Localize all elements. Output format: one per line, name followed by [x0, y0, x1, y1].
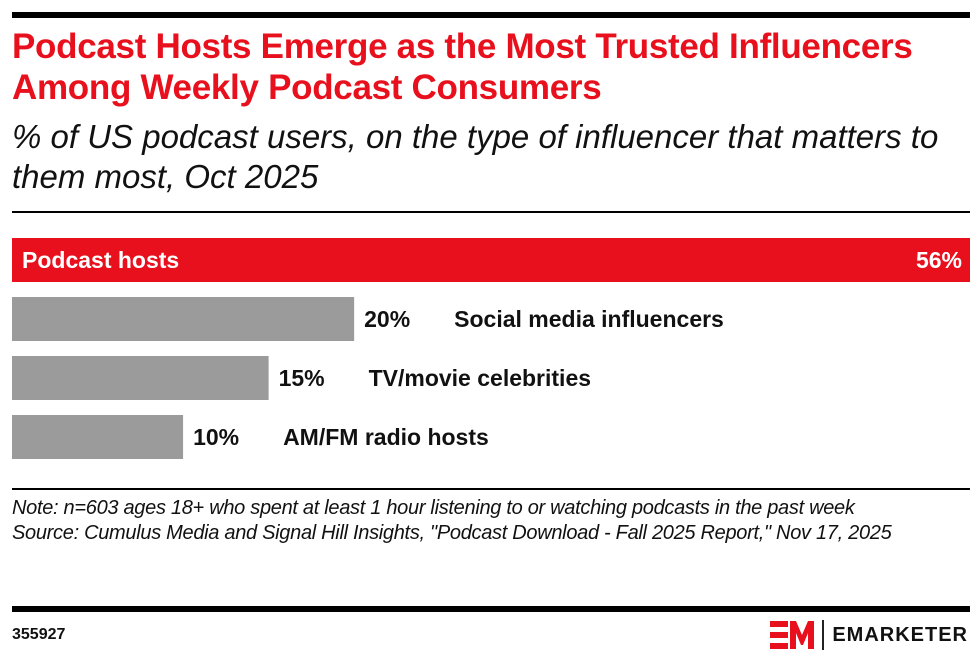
category-label-2: TV/movie celebrities [369, 365, 591, 391]
chart-title: Podcast Hosts Emerge as the Most Trusted… [12, 27, 913, 107]
chart-id: 355927 [12, 626, 66, 643]
header-divider [12, 211, 970, 213]
bar-chart: Podcast hosts 56% 20% Social media influenc… [12, 238, 970, 459]
category-label-0: Podcast hosts [22, 247, 179, 273]
value-label-3: 10% [193, 424, 239, 450]
top-rule [12, 12, 970, 18]
bar-3 [12, 415, 184, 459]
value-label-2: 15% [279, 365, 325, 391]
bar-2 [12, 356, 269, 400]
category-label-1: Social media influencers [454, 306, 724, 332]
bar-1 [12, 297, 355, 341]
logo-separator [822, 620, 825, 650]
footnote: Note: n=603 ages 18+ who spent at least … [12, 496, 970, 546]
source-text: Source: Cumulus Media and Signal Hill In… [12, 522, 892, 544]
note-text: Note: n=603 ages 18+ who spent at least … [12, 497, 855, 519]
category-label-3: AM/FM radio hosts [283, 424, 489, 450]
bottom-rule [12, 606, 970, 612]
em-logo-icon [770, 621, 815, 649]
bar-0 [12, 238, 970, 282]
chart-subtitle: % of US podcast users, on the type of in… [12, 118, 939, 195]
brand-name: EMARKETER [832, 623, 968, 646]
footer-divider [12, 488, 970, 490]
value-label-1: 20% [364, 306, 410, 332]
value-label-0: 56% [916, 247, 962, 273]
emarketer-logo: EMARKETER [770, 620, 968, 650]
